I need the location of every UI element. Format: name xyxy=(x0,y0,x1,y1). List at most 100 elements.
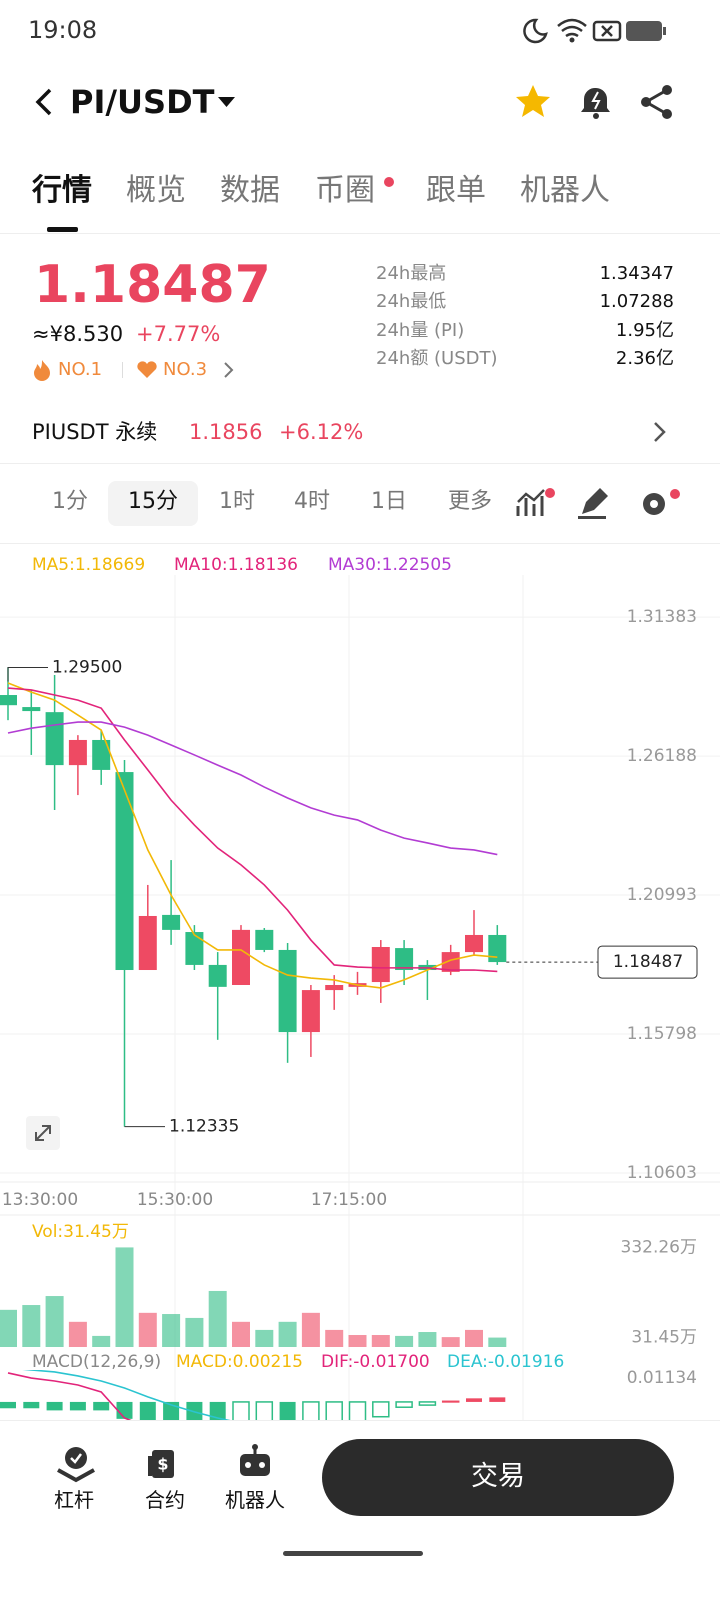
nav-item[interactable]: 机器人 xyxy=(225,1488,285,1512)
ma-line xyxy=(7,721,498,856)
macd-bar xyxy=(46,1401,63,1411)
macd-bar xyxy=(232,1401,250,1420)
macd-bar xyxy=(372,1401,390,1418)
tab-indicator xyxy=(47,227,78,232)
candle-body xyxy=(115,772,134,971)
volume-bar xyxy=(465,1329,483,1347)
candle-body xyxy=(488,934,507,963)
tab-dot xyxy=(384,177,394,187)
stat-value: 1.34347 xyxy=(599,263,674,284)
y-tick-label: 31.45万 xyxy=(631,1328,697,1348)
macd-bar xyxy=(325,1401,343,1420)
tab[interactable]: 数据 xyxy=(220,173,280,208)
candle-body xyxy=(138,915,157,971)
trade-button[interactable] xyxy=(322,1439,674,1516)
divider xyxy=(0,1420,720,1421)
pair-title[interactable]: PI/USDT xyxy=(70,83,215,121)
tab[interactable]: 币圈 xyxy=(315,173,375,208)
nav-item[interactable]: 合约 xyxy=(145,1488,185,1512)
divider xyxy=(0,543,720,544)
volume-bar xyxy=(208,1290,227,1347)
stat-value: 2.36亿 xyxy=(615,348,674,369)
volume-bar xyxy=(301,1312,320,1347)
volume-bar xyxy=(92,1335,111,1347)
y-tick-label: 1.15798 xyxy=(627,1024,697,1044)
interval[interactable]: 1日 xyxy=(371,489,407,514)
x-tick-label: 13:30:00 xyxy=(2,1190,78,1210)
macd-line xyxy=(7,1372,132,1420)
trade-label[interactable]: 交易 xyxy=(471,1461,525,1492)
candle-body xyxy=(45,712,64,766)
stat-label: 24h额 (USDT) xyxy=(376,348,498,369)
volume-bar xyxy=(418,1332,437,1347)
status-icons xyxy=(523,18,666,44)
back-button[interactable] xyxy=(30,86,60,118)
volume-bar xyxy=(371,1335,390,1347)
nav-item[interactable]: 杠杆 xyxy=(54,1488,94,1512)
ma-line xyxy=(7,687,498,973)
last-price: 1.18487 xyxy=(34,255,271,315)
candle-body xyxy=(92,739,111,770)
stat-value: 1.95亿 xyxy=(615,320,674,341)
volume-bar xyxy=(395,1335,414,1347)
macd-bar xyxy=(348,1401,367,1420)
y-tick-label: 1.10603 xyxy=(627,1163,697,1183)
macd-bar xyxy=(302,1401,320,1420)
pair-dropdown[interactable] xyxy=(217,94,237,110)
candle-body xyxy=(371,947,390,983)
cny-price: ≈¥8.530 xyxy=(32,322,124,346)
y-tick-label: 1.20993 xyxy=(627,885,697,905)
candle-body xyxy=(441,952,460,972)
chevron[interactable] xyxy=(652,421,668,443)
macd-bar xyxy=(139,1401,156,1420)
candle-body xyxy=(185,932,204,965)
candle-body xyxy=(0,695,17,706)
candle-body xyxy=(465,934,483,953)
chart-tools[interactable] xyxy=(514,484,684,524)
macd-bar xyxy=(466,1398,482,1402)
rank-1: NO.1 xyxy=(58,359,103,380)
perp-change: +6.12% xyxy=(279,420,364,444)
candle-body xyxy=(255,929,274,950)
interval[interactable]: 1分 xyxy=(52,489,88,514)
volume-bar xyxy=(162,1314,181,1347)
svg-text:$: $ xyxy=(157,1455,168,1474)
candle-body xyxy=(278,949,297,1033)
interval[interactable]: 4时 xyxy=(294,489,330,514)
home-indicator xyxy=(283,1551,423,1556)
legend-entry: MA5:1.18669 xyxy=(32,555,145,575)
interval[interactable]: 更多 xyxy=(447,489,492,514)
chevron[interactable] xyxy=(222,361,236,379)
kline-chart: 1.31383 1.26188 1.20993 1.15798 1.10603 13:30… xyxy=(0,555,720,1420)
macd-bar xyxy=(255,1401,274,1420)
volume-bar xyxy=(441,1337,460,1347)
stat-value: 1.07288 xyxy=(599,291,674,312)
volume-bar xyxy=(45,1296,64,1347)
volume-bar xyxy=(255,1329,274,1347)
tab[interactable]: 行情 xyxy=(32,173,92,208)
tab[interactable]: 机器人 xyxy=(520,173,610,208)
stat-label: 24h最高 xyxy=(376,263,447,284)
perp-price: 1.1856 xyxy=(189,420,263,444)
volume-bar xyxy=(115,1247,134,1347)
rank-3[interactable]: NO.3 xyxy=(163,359,208,380)
perp-name[interactable]: PIUSDT 永续 xyxy=(32,420,158,444)
candle-body xyxy=(395,948,414,971)
change: +7.77% xyxy=(136,322,221,346)
candle-body xyxy=(68,739,87,766)
stat-label: 24h量 (PI) xyxy=(376,320,465,341)
header-actions[interactable] xyxy=(514,82,684,122)
candle-body xyxy=(325,984,344,991)
macd-plot xyxy=(0,1370,506,1420)
interval[interactable]: 15分 xyxy=(128,489,178,514)
interval[interactable]: 1时 xyxy=(219,489,255,514)
divider xyxy=(0,463,720,464)
candle-body xyxy=(301,990,320,1033)
last-price-box xyxy=(597,945,698,979)
macd-bar xyxy=(418,1401,437,1406)
tab[interactable]: 跟单 xyxy=(426,173,486,208)
macd-bar xyxy=(489,1397,506,1402)
tab[interactable]: 概览 xyxy=(126,173,186,208)
heart-icon xyxy=(137,361,157,378)
macd-bar xyxy=(395,1401,413,1408)
